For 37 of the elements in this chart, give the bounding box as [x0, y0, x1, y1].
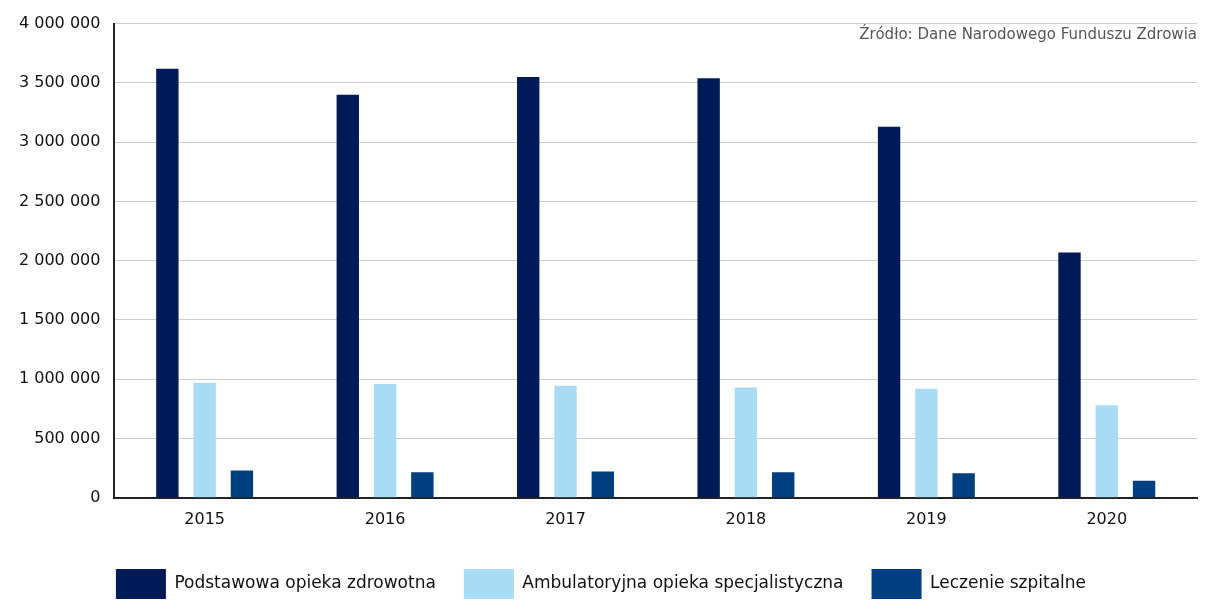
bar — [697, 78, 720, 498]
bar — [1058, 252, 1081, 498]
x-tick-label: 2020 — [1086, 508, 1128, 528]
bar — [411, 472, 434, 498]
bar — [554, 385, 577, 498]
bar — [1132, 480, 1156, 498]
bar — [373, 383, 397, 498]
y-tick-label: 3 500 000 — [18, 72, 101, 92]
y-tick-label: 500 000 — [34, 427, 101, 447]
y-tick-label: 1 500 000 — [18, 309, 101, 329]
bar — [915, 388, 938, 498]
bar — [1095, 405, 1118, 498]
x-tick-label: 2019 — [906, 508, 947, 528]
bar — [591, 471, 614, 498]
bar — [230, 470, 254, 498]
legend-label: Ambulatoryjna opieka specjalistyczna — [522, 572, 844, 593]
bar — [193, 382, 216, 498]
y-tick-label: 2 000 000 — [18, 249, 101, 269]
y-tick-label: 1 000 000 — [18, 368, 101, 388]
bar — [772, 472, 795, 498]
y-tick-label: 2 500 000 — [18, 190, 101, 210]
legend-label: Podstawowa opieka zdrowotna — [174, 572, 436, 593]
bar — [517, 76, 540, 498]
y-tick-label: 4 000 000 — [18, 12, 101, 32]
x-tick-label: 2016 — [364, 508, 406, 528]
bar — [336, 94, 359, 498]
y-tick-label: 3 000 000 — [18, 131, 101, 151]
bar — [156, 68, 179, 498]
x-tick-label: 2017 — [545, 508, 586, 528]
x-tick-label: 2015 — [184, 508, 225, 528]
y-tick-label: 0 — [90, 486, 101, 506]
x-tick-label: 2018 — [725, 508, 767, 528]
legend-label: Leczenie szpitalne — [930, 572, 1087, 593]
bar — [952, 473, 975, 498]
bar — [877, 126, 901, 498]
bar — [734, 387, 758, 498]
annotation: Źródło: Dane Narodowego Funduszu Zdrowia — [859, 24, 1197, 44]
